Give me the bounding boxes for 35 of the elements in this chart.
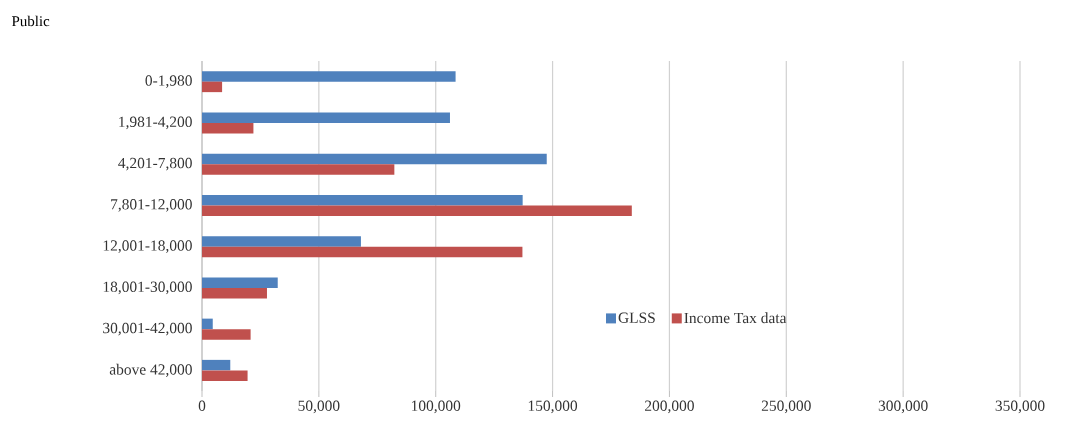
y-tick-label: 12,001-18,000 [103, 240, 192, 253]
y-tick-label: 4,201-7,800 [118, 157, 192, 171]
bar [202, 194, 523, 206]
bar [202, 205, 632, 216]
x-tick-label: 0 [198, 400, 206, 411]
bar [202, 359, 231, 371]
bar [202, 81, 223, 93]
x-tick-label: 150,000 [528, 400, 578, 414]
x-tick-label: 250,000 [761, 400, 811, 414]
x-tick-label: 200,000 [645, 400, 694, 414]
bar [202, 164, 395, 175]
bar [202, 318, 213, 330]
y-tick-label: 30,001-42,000 [103, 322, 192, 336]
bar [202, 71, 456, 82]
x-tick-label: 300,000 [878, 400, 928, 414]
text: Public [11, 15, 50, 27]
bar [202, 153, 547, 165]
y-tick-label: 1,981-4,200 [119, 116, 192, 130]
bar [202, 236, 361, 247]
bar [202, 122, 254, 134]
bar [202, 246, 523, 258]
bar [202, 329, 251, 340]
y-tick-label: 18,001-30,000 [103, 281, 192, 295]
bar [202, 287, 267, 299]
y-tick-label: 7,801-12,000 [111, 199, 192, 212]
bar [202, 370, 248, 381]
x-tick-label: 100,000 [411, 400, 461, 414]
legend-label: Income Tax data [684, 312, 787, 324]
y-tick-label: 0-1,980 [145, 75, 192, 88]
y-tick-label: above 42,000 [109, 363, 192, 377]
bar [202, 277, 278, 288]
legend-label: GLSS [618, 312, 655, 323]
x-tick-label: 50,000 [298, 400, 340, 414]
x-tick-label: 350,000 [995, 400, 1045, 414]
bar [202, 112, 450, 123]
